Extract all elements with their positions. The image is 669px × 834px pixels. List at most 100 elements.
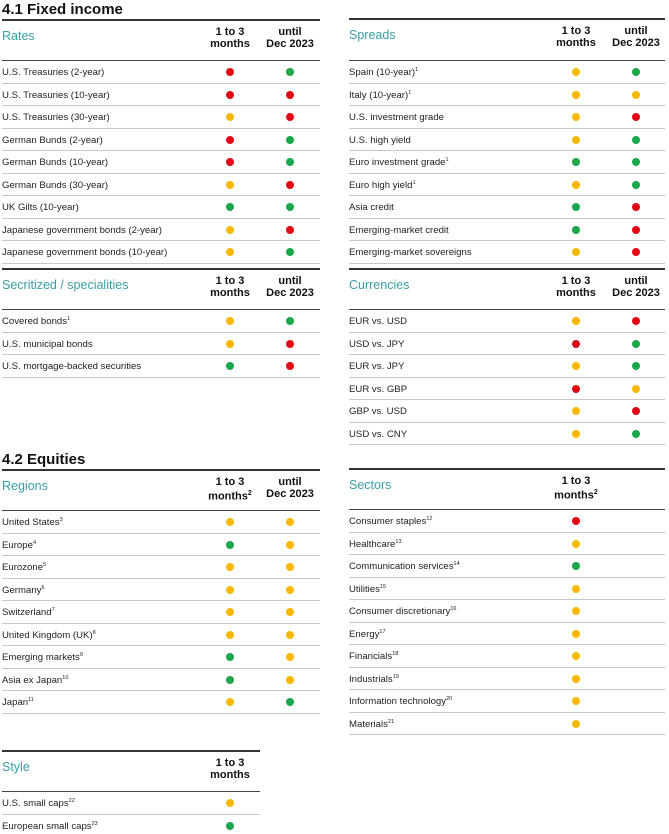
footnote-marker: 11 [28, 696, 34, 703]
table-row: Europe4 [2, 534, 320, 556]
footnote-marker: 22 [68, 797, 75, 804]
footnote-marker: 16 [450, 605, 457, 612]
table-row: Asia ex Japan10 [2, 669, 320, 691]
table-row: U.S. Treasuries (2-year) [2, 61, 320, 84]
signal-dot-green [632, 339, 640, 348]
table-row: GBP vs. USD [349, 400, 665, 423]
signal-dot-yellow [226, 317, 234, 325]
row-label: Asia ex Japan10 [2, 674, 69, 686]
signal-dot-green [286, 158, 294, 166]
signal-dot-green [286, 248, 294, 256]
footnote-marker: 5 [43, 561, 47, 568]
table-row: Switzerland7 [2, 601, 320, 624]
row-label: United Kingdom (UK)8 [2, 629, 96, 641]
table-row: Euro investment grade1 [349, 151, 665, 174]
table-row: U.S. Treasuries (30-year) [2, 106, 320, 129]
table-row: Spain (10-year)1 [349, 61, 665, 84]
table-row: Italy (10-year)1 [349, 84, 665, 106]
row-label: U.S. investment grade [349, 112, 444, 123]
signal-dot-yellow [572, 407, 580, 415]
column-header-line: Dec 2023 [266, 38, 314, 50]
signal-dot-green [286, 317, 294, 325]
table-row: U.S. Treasuries (10-year) [2, 84, 320, 106]
signal-dot-yellow [572, 90, 580, 99]
table-rates: Rates 1 to 3 months until Dec 2023 U.S. Treas… [2, 21, 320, 264]
column-header-1-to-3-months: 1 to 3 months [200, 26, 260, 50]
row-label: Switzerland7 [2, 606, 55, 618]
column-header-line: months [210, 38, 250, 50]
signal-dot-yellow [226, 799, 234, 807]
column-header-1-to-3-months: 1 to 3 months2 [546, 475, 606, 502]
table-sectors: Sectors 1 to 3 months2 Consumer staples12 He… [349, 468, 665, 735]
column-header-line: until [278, 26, 302, 38]
table-currencies: Currencies 1 to 3 months until Dec 2023 EUR v… [349, 268, 665, 445]
table-row: Germany6 [2, 579, 320, 601]
signal-dot-green [572, 158, 580, 166]
row-label: Italy (10-year)1 [349, 89, 412, 101]
row-label: Germany6 [2, 584, 45, 596]
table-securitized: Secritized / specialities 1 to 3 months unt… [2, 268, 320, 378]
signal-dot-yellow [632, 90, 640, 99]
signal-dot-red [286, 225, 294, 234]
table-name: Sectors [349, 478, 392, 492]
table-name: Style [2, 760, 30, 774]
signal-dot-red [632, 407, 640, 415]
signal-dot-green [286, 698, 294, 706]
table-row: U.S. investment grade [349, 106, 665, 129]
row-label: Japan11 [2, 696, 34, 708]
signal-dot-yellow [286, 563, 294, 571]
table-row: Industrials19 [349, 668, 665, 690]
footnote-marker: 18 [392, 650, 399, 657]
signal-dot-yellow [226, 563, 234, 571]
footnote-marker: 7 [51, 606, 55, 613]
row-label: Communication services14 [349, 560, 460, 572]
signal-dot-red [226, 135, 234, 144]
row-label: United States3 [2, 516, 63, 528]
table-spreads: Spreads 1 to 3 months until Dec 2023 Spain (1… [349, 18, 665, 264]
column-header-until-dec-2023: until Dec 2023 [260, 275, 320, 299]
table-row: Consumer staples12 [349, 510, 665, 533]
row-label: UK Gilts (10-year) [2, 202, 79, 213]
column-header-until-dec-2023: until Dec 2023 [606, 25, 666, 49]
signal-dot-yellow [572, 629, 580, 638]
row-label: German Bunds (10-year) [2, 157, 109, 168]
table-row: USD vs. CNY [349, 423, 665, 445]
signal-dot-green [572, 562, 580, 570]
table-row: German Bunds (10-year) [2, 151, 320, 174]
column-header-line: 1 to 3 [215, 26, 245, 38]
row-label: U.S. high yield [349, 134, 411, 146]
table-row: Japanese government bonds (10-year) [2, 241, 320, 264]
signal-dot-yellow [226, 339, 234, 348]
signal-dot-yellow [572, 584, 580, 593]
signal-dot-yellow [226, 630, 234, 639]
table-row: Energy17 [349, 623, 665, 645]
table-row: Euro high yield1 [349, 174, 665, 196]
signal-dot-yellow [572, 719, 580, 728]
row-label: Emerging markets9 [2, 651, 83, 663]
signal-dot-red [226, 90, 234, 99]
signal-dot-red [632, 203, 640, 211]
signal-dot-yellow [226, 518, 234, 526]
footnote-marker: 14 [453, 560, 460, 567]
table-row: U.S. small caps22 [2, 792, 260, 815]
row-label: U.S. municipal bonds [2, 338, 93, 350]
signal-dot-green [286, 135, 294, 144]
table-row: Emerging markets9 [2, 646, 320, 669]
column-header-line: until [278, 476, 302, 488]
column-header-1-to-3-months: 1 to 3 months [200, 757, 260, 781]
footnote-marker: 6 [41, 584, 45, 591]
signal-dot-yellow [226, 180, 234, 189]
row-label: U.S. small caps22 [2, 797, 75, 809]
table-row: Emerging-market sovereigns [349, 241, 665, 264]
footnote-marker: 9 [79, 651, 83, 658]
table-row: Japan11 [2, 691, 320, 714]
table-header: Style 1 to 3 months [2, 752, 260, 792]
table-row: EUR vs. JPY [349, 355, 665, 378]
signal-dot-yellow [572, 317, 580, 325]
row-label: Consumer staples12 [349, 515, 433, 527]
footnote-marker: 1 [445, 156, 449, 163]
footnote-marker: 1 [67, 315, 71, 322]
row-label: Euro high yield1 [349, 179, 416, 191]
signal-dot-yellow [286, 608, 294, 616]
signal-dot-green [632, 180, 640, 189]
